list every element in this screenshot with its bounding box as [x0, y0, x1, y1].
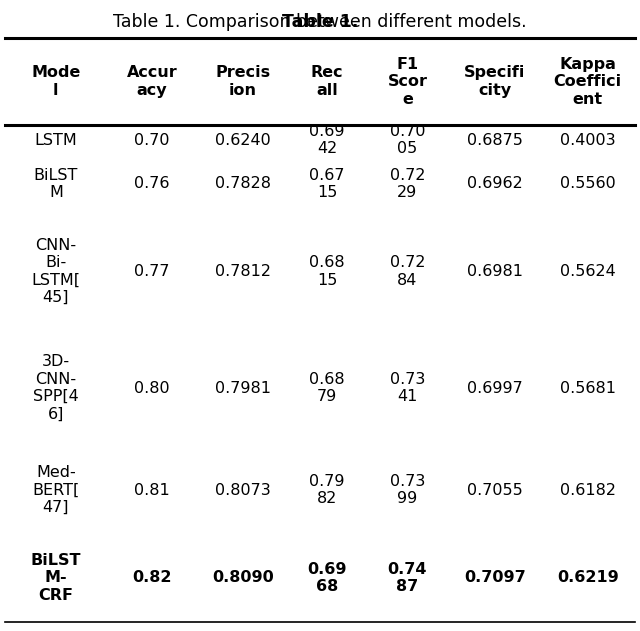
Text: 0.68
79: 0.68 79 [309, 372, 345, 404]
Text: 0.7812: 0.7812 [215, 264, 271, 279]
Text: 0.6219: 0.6219 [557, 570, 618, 586]
Text: Specifi
city: Specifi city [464, 66, 525, 98]
Text: 0.8073: 0.8073 [215, 483, 271, 498]
Text: 0.7981: 0.7981 [215, 380, 271, 396]
Text: 0.69
68: 0.69 68 [307, 562, 347, 594]
Text: 0.82: 0.82 [132, 570, 172, 586]
Text: 0.72
29: 0.72 29 [390, 168, 425, 200]
Text: 0.5624: 0.5624 [560, 264, 616, 279]
Text: 0.6997: 0.6997 [467, 380, 523, 396]
Text: 0.6962: 0.6962 [467, 176, 523, 191]
Text: 0.69
42: 0.69 42 [309, 124, 345, 156]
Text: 0.81: 0.81 [134, 483, 170, 498]
Text: Table 1.: Table 1. [282, 13, 358, 31]
Text: BiLST
M-
CRF: BiLST M- CRF [31, 553, 81, 603]
Text: 0.6981: 0.6981 [467, 264, 523, 279]
Text: Kappa
Coeffici
ent: Kappa Coeffici ent [554, 57, 621, 107]
Text: 0.80: 0.80 [134, 380, 170, 396]
Text: F1
Scor
e: F1 Scor e [387, 57, 428, 107]
Text: 0.5681: 0.5681 [559, 380, 616, 396]
Text: 0.7828: 0.7828 [215, 176, 271, 191]
Text: 0.7055: 0.7055 [467, 483, 523, 498]
Text: 0.6182: 0.6182 [559, 483, 616, 498]
Text: Accur
acy: Accur acy [127, 66, 177, 98]
Text: BiLST
M: BiLST M [34, 168, 78, 200]
Text: 0.68
15: 0.68 15 [309, 255, 345, 288]
Text: 0.6240: 0.6240 [215, 133, 271, 148]
Text: 0.74
87: 0.74 87 [388, 562, 428, 594]
Text: 0.77: 0.77 [134, 264, 170, 279]
Text: Rec
all: Rec all [310, 66, 343, 98]
Text: 0.79
82: 0.79 82 [309, 474, 345, 507]
Text: 0.5560: 0.5560 [560, 176, 616, 191]
Text: 0.4003: 0.4003 [560, 133, 616, 148]
Text: 0.72
84: 0.72 84 [390, 255, 425, 288]
Text: 0.6875: 0.6875 [467, 133, 523, 148]
Text: Precis
ion: Precis ion [216, 66, 271, 98]
Text: 0.70
05: 0.70 05 [390, 124, 425, 156]
Text: 3D-
CNN-
SPP[4
6]: 3D- CNN- SPP[4 6] [33, 355, 79, 422]
Text: 0.76: 0.76 [134, 176, 170, 191]
Text: 0.73
41: 0.73 41 [390, 372, 425, 404]
Text: Table 1. Comparison between different models.: Table 1. Comparison between different mo… [113, 13, 527, 31]
Text: Med-
BERT[
47]: Med- BERT[ 47] [32, 465, 79, 515]
Text: 0.67
15: 0.67 15 [309, 168, 345, 200]
Text: 0.7097: 0.7097 [464, 570, 526, 586]
Text: 0.73
99: 0.73 99 [390, 474, 425, 507]
Text: LSTM: LSTM [35, 133, 77, 148]
Text: Mode
l: Mode l [31, 66, 81, 98]
Text: 0.70: 0.70 [134, 133, 170, 148]
Text: 0.8090: 0.8090 [212, 570, 274, 586]
Text: CNN-
Bi-
LSTM[
45]: CNN- Bi- LSTM[ 45] [31, 238, 81, 305]
